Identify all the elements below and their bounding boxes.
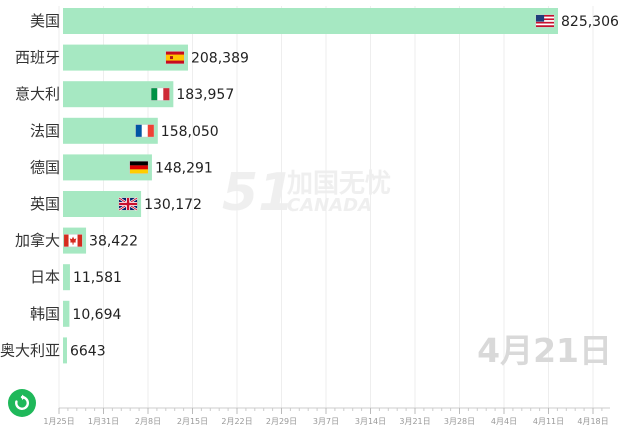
category-label: 日本: [30, 268, 60, 286]
italy-flag-icon: [150, 87, 170, 101]
tick-label: 4月4日: [491, 417, 517, 426]
value-label: 130,172: [144, 197, 202, 213]
value-label: 208,389: [191, 51, 249, 67]
canada-flag-icon: [63, 234, 83, 248]
bar: [63, 8, 558, 34]
refresh-icon: [15, 394, 30, 410]
bar: [63, 300, 70, 327]
value-label: 10,694: [72, 307, 121, 323]
category-label: 西班牙: [15, 49, 60, 67]
watermark-en-text: CANADA: [287, 195, 372, 216]
tick-label: 1月31日: [88, 417, 119, 426]
value-label: 183,957: [176, 87, 234, 103]
category-label: 美国: [30, 12, 60, 30]
x-axis: 1月25日 1月31日 2月8日 2月15日 2月22日 2月29日 3月7日 3月14日 3月…: [43, 407, 610, 426]
tick-label: 3月28日: [444, 417, 475, 426]
value-label: 11,581: [73, 270, 122, 286]
tick-label: 2月15日: [177, 417, 208, 426]
tick-label: 2月29日: [266, 417, 297, 426]
germany-flag-icon: [129, 160, 149, 174]
tick-label: 1月25日: [43, 417, 74, 426]
value-label: 6643: [70, 343, 106, 359]
category-label: 英国: [30, 195, 60, 213]
watermark-number: 51: [222, 163, 294, 223]
spain-flag-icon: [165, 51, 185, 65]
tick-label: 2月8日: [135, 417, 161, 426]
category-label: 加拿大: [15, 232, 60, 250]
replay-button[interactable]: [8, 389, 36, 417]
tick-label: 3月14日: [355, 417, 386, 426]
bar: [63, 337, 67, 364]
value-label: 38,422: [89, 234, 138, 250]
watermark-cn-text: 加国无忧: [287, 169, 391, 199]
grid-lines: [58, 6, 594, 408]
value-label: 825,306: [561, 14, 619, 30]
category-label: 奥大利亚: [0, 341, 60, 359]
category-label: 意大利: [15, 85, 60, 103]
current-date-label: 4月21日: [477, 331, 612, 370]
tick-label: 4月11日: [533, 417, 564, 426]
watermark-logo: 51 加国无忧 CANADA: [222, 163, 391, 223]
tick-label: 4月18日: [577, 417, 608, 426]
bars: 美国 825,306 西班牙 208,389 意大利 183,957 法国 158,050 德国…: [0, 8, 619, 364]
category-label: 法国: [30, 122, 60, 140]
france-flag-icon: [135, 124, 155, 138]
tick-label: 3月21日: [399, 417, 430, 426]
category-label: 德国: [30, 158, 60, 176]
value-label: 148,291: [155, 160, 213, 176]
category-label: 韩国: [30, 305, 60, 323]
tick-label: 2月22日: [221, 417, 252, 426]
bar: [63, 264, 70, 291]
tick-label: 3月7日: [313, 417, 339, 426]
value-label: 158,050: [161, 124, 219, 140]
usa-flag-icon: [535, 14, 555, 28]
uk-flag-icon: [118, 197, 138, 211]
